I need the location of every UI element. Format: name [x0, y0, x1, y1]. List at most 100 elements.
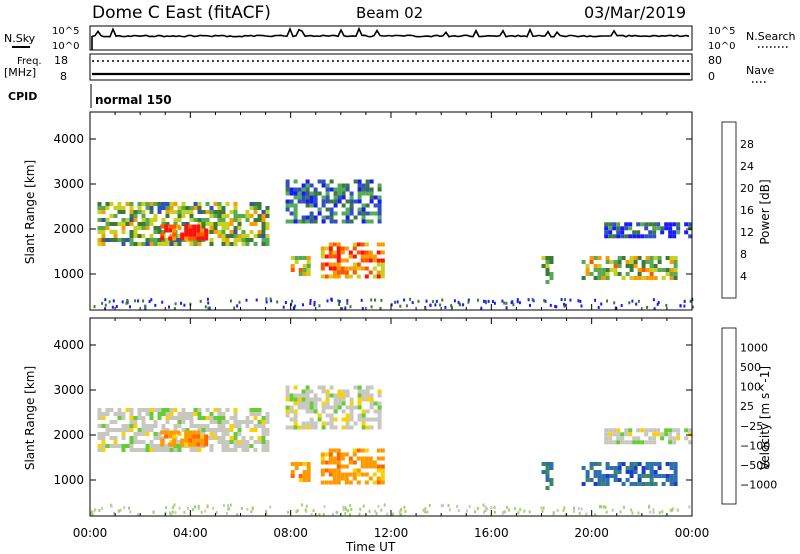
- velocity-echo-cell: [348, 456, 353, 461]
- power-echo-cell: [129, 222, 134, 226]
- power-echo-cell: [641, 260, 646, 264]
- power-echo-cell: [336, 262, 341, 267]
- velocity-echo-cell: [593, 474, 598, 478]
- velocity-echo-cell: [133, 440, 138, 444]
- power-echo-cell: [380, 270, 385, 275]
- power-echo-cell: [169, 202, 174, 206]
- velocity-echo-cell: [637, 474, 642, 478]
- power-echo-cell: [364, 274, 369, 279]
- power-echo-cell: [145, 218, 150, 222]
- power-echo-cell: [209, 230, 214, 234]
- power-echo-cell: [688, 226, 693, 231]
- velocity-ground-scatter: [637, 511, 640, 515]
- power-echo-cell: [253, 210, 258, 214]
- velocity-echo-cell: [205, 416, 210, 420]
- power-echo-cell: [633, 276, 638, 280]
- power-echo-cell: [545, 280, 550, 284]
- power-echo-cell: [328, 250, 333, 255]
- power-ground-scatter: [457, 300, 460, 304]
- power-ground-scatter: [370, 298, 373, 302]
- velocity-echo-cell: [344, 480, 349, 485]
- power-ground-scatter: [434, 303, 437, 307]
- velocity-echo-cell: [357, 401, 362, 406]
- velocity-ground-scatter: [197, 507, 200, 511]
- velocity-ground-scatter: [287, 510, 290, 514]
- power-echo-cell: [332, 262, 337, 267]
- velocity-echo-cell: [229, 440, 234, 444]
- power-echo-cell: [105, 222, 110, 226]
- power-echo-cell: [329, 207, 334, 212]
- velocity-echo-cell: [160, 430, 165, 435]
- velocity-echo-cell: [320, 456, 325, 461]
- power-echo-cell: [301, 187, 306, 192]
- velocity-echo-cell: [336, 476, 341, 481]
- power-echo-cell: [309, 215, 314, 220]
- velocity-echo-cell: [605, 478, 610, 482]
- power-echo-cell: [97, 226, 102, 230]
- power-colorbar-label: Power [dB]: [758, 179, 772, 244]
- power-echo-cell: [593, 276, 598, 280]
- power-echo-cell: [121, 230, 126, 234]
- power-echo-cell: [641, 268, 646, 272]
- velocity-echo-cell: [229, 436, 234, 440]
- power-echo-cell: [637, 256, 642, 260]
- power-echo-cell: [192, 236, 197, 241]
- velocity-echo-cell: [209, 432, 214, 436]
- power-echo-cell: [298, 272, 303, 276]
- velocity-echo-cell: [329, 425, 334, 430]
- power-echo-cell: [229, 230, 234, 234]
- velocity-echo-cell: [352, 448, 357, 453]
- velocity-ground-scatter: [506, 505, 509, 509]
- power-echo-cell: [121, 222, 126, 226]
- power-echo-cell: [665, 256, 670, 260]
- power-echo-cell: [157, 210, 162, 214]
- power-echo-cell: [188, 236, 193, 241]
- velocity-echo-cell: [184, 430, 189, 435]
- velocity-echo-cell: [157, 448, 162, 452]
- power-ground-scatter: [104, 307, 107, 311]
- power-echo-cell: [181, 206, 186, 210]
- power-echo-cell: [349, 211, 354, 216]
- power-echo-cell: [197, 242, 202, 246]
- velocity-echo-cell: [365, 393, 370, 398]
- power-ground-scatter: [635, 302, 638, 306]
- power-echo-cell: [293, 191, 298, 196]
- velocity-echo-cell: [657, 466, 662, 470]
- power-echo-cell: [644, 234, 649, 239]
- velocity-echo-cell: [196, 442, 201, 447]
- velocity-echo-cell: [360, 456, 365, 461]
- power-echo-cell: [233, 206, 238, 210]
- velocity-echo-cell: [653, 470, 658, 474]
- power-echo-cell: [332, 242, 337, 247]
- velocity-echo-cell: [332, 460, 337, 465]
- velocity-ground-scatter: [128, 506, 130, 510]
- velocity-echo-cell: [177, 420, 182, 424]
- power-echo-cell: [133, 210, 138, 214]
- power-echo-cell: [372, 258, 377, 263]
- power-echo-cell: [184, 228, 189, 233]
- velocity-echo-cell: [325, 393, 330, 398]
- power-echo-cell: [141, 218, 146, 222]
- power-echo-cell: [233, 218, 238, 222]
- power-echo-cell: [196, 236, 201, 241]
- power-echo-cell: [189, 218, 194, 222]
- power-echo-cell: [337, 195, 342, 200]
- power-echo-cell: [324, 274, 329, 279]
- velocity-echo-cell: [141, 420, 146, 424]
- velocity-echo-cell: [360, 472, 365, 477]
- power-echo-cell: [333, 195, 338, 200]
- power-ground-scatter: [450, 304, 453, 308]
- power-echo-cell: [357, 211, 362, 216]
- power-echo-cell: [328, 266, 333, 271]
- velocity-echo-cell: [297, 397, 302, 402]
- velocity-echo-cell: [589, 466, 594, 470]
- velocity-echo-cell: [253, 428, 258, 432]
- velocity-echo-cell: [302, 474, 307, 478]
- power-echo-cell: [309, 219, 314, 224]
- velocity-echo-cell: [356, 472, 361, 477]
- power-ground-scatter: [485, 301, 487, 305]
- power-echo-cell: [249, 202, 254, 206]
- velocity-echo-cell: [177, 448, 182, 452]
- power-echo-cell: [249, 230, 254, 234]
- velocity-echo-cell: [320, 472, 325, 477]
